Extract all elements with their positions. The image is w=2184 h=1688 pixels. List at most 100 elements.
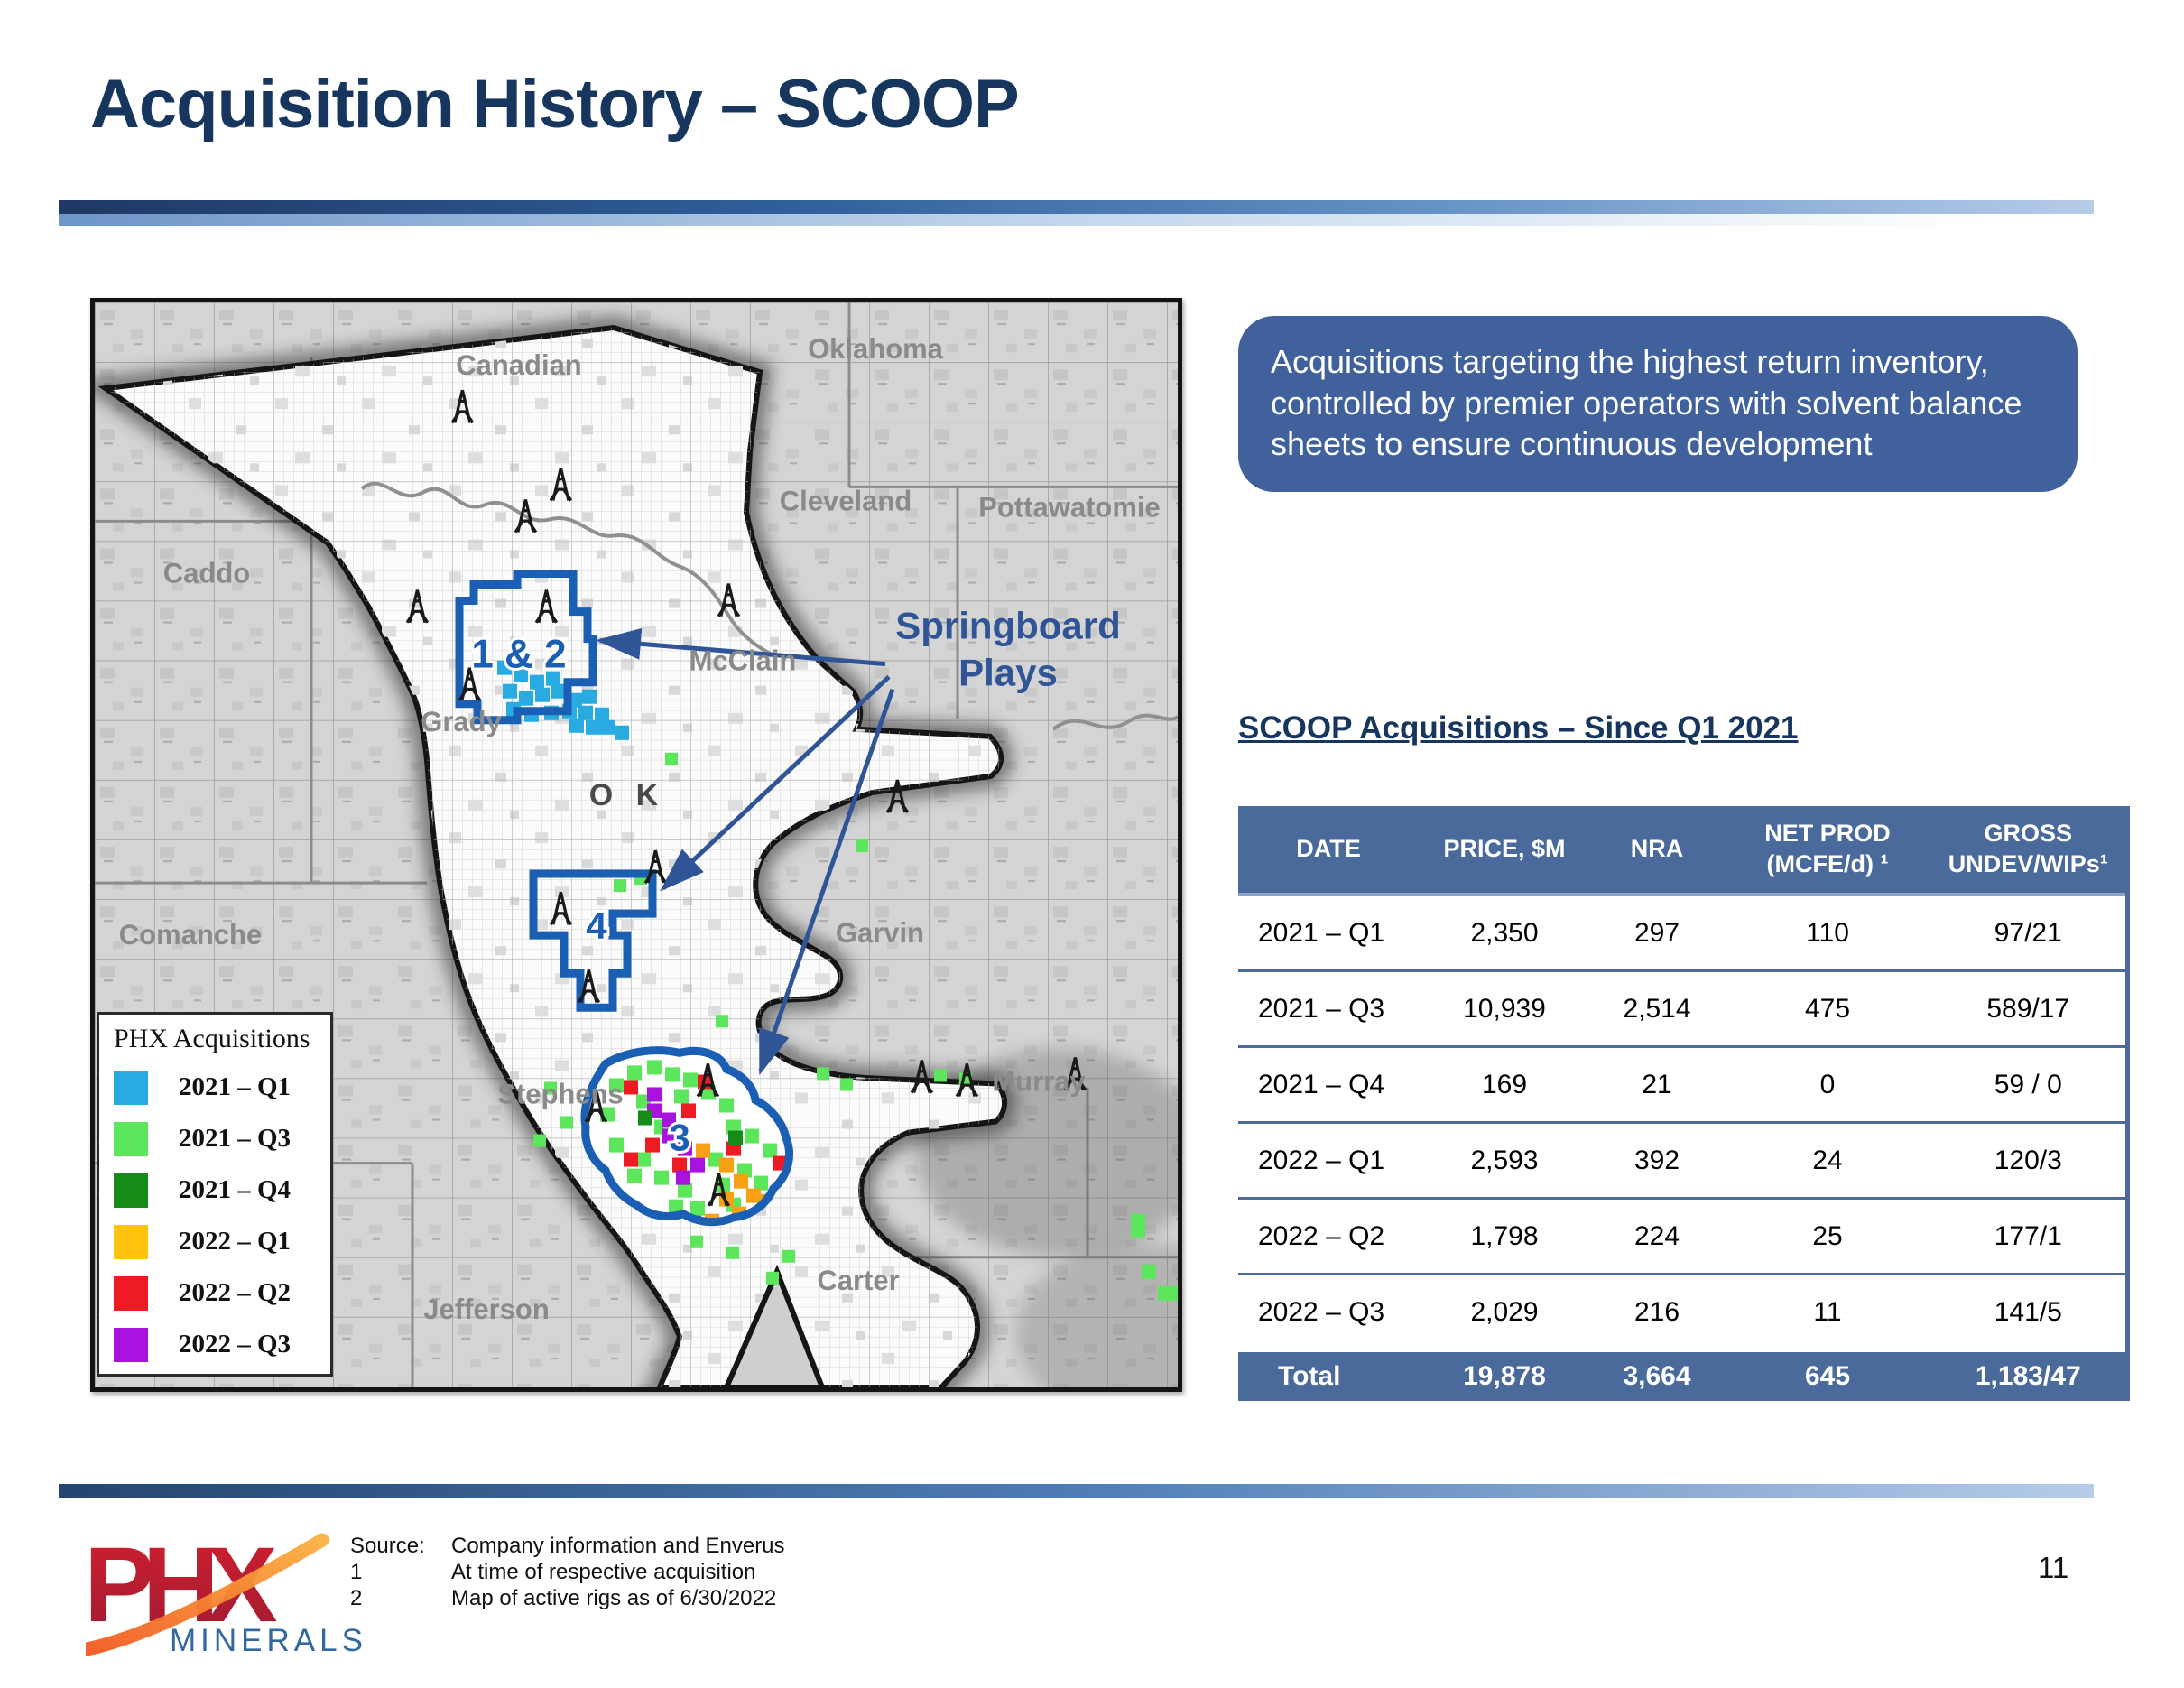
phx-logo-graphic: PHX (75, 1526, 329, 1657)
county-label: Jefferson (423, 1294, 550, 1325)
total-net-prod: 645 (1724, 1349, 1931, 1401)
table-total-row: Total 19,878 3,664 645 1,183/47 (1238, 1349, 2127, 1401)
area-1-2-outline (455, 569, 597, 725)
acquisitions-table-wrap: DATE PRICE, $M NRA (1238, 806, 2130, 1401)
total-nra: 3,664 (1590, 1349, 1724, 1401)
legend-item: 2021 – Q4 (114, 1164, 330, 1216)
acquisitions-table: DATE PRICE, $M NRA (1238, 806, 2130, 1401)
county-label: Caddo (163, 557, 250, 589)
cell-net-prod: 11 (1724, 1273, 1931, 1350)
legend-color-swatch (114, 1121, 148, 1156)
table-header-cell: PRICE, $M (1419, 806, 1590, 896)
legend-color-swatch (114, 1275, 148, 1311)
county-labels: Canadian Oklahoma Cleveland Pottawatomie Cad… (119, 333, 1161, 1325)
county-label: Murray (992, 1065, 1086, 1097)
cell-price: 1,798 (1419, 1197, 1590, 1275)
green-acquisition-sections (533, 752, 1178, 1301)
legend-color-swatch (114, 1224, 148, 1259)
cell-gross-undev: 97/21 (1931, 895, 2127, 971)
table-header-cell: NET PROD (MCFE/d) ¹ (1724, 806, 1931, 896)
legend-item-label: 2022 – Q1 (179, 1227, 292, 1256)
cell-net-prod: 475 (1724, 969, 1931, 1047)
table-header-cell: DATE (1238, 806, 1419, 896)
cell-date: 2021 – Q4 (1238, 1045, 1419, 1123)
source-note-label: Source: (350, 1534, 425, 1558)
title-divider-bar-light (59, 214, 2094, 226)
cell-nra: 224 (1590, 1197, 1724, 1275)
legend-color-swatch (114, 1327, 148, 1362)
county-label: McClain (689, 645, 797, 677)
table-header-row: DATE PRICE, $M NRA (1238, 806, 2127, 896)
cell-price: 2,029 (1419, 1273, 1590, 1350)
springboard-plays-label: Springboard (895, 605, 1121, 647)
county-label: Grady (421, 706, 502, 737)
logo-swoosh (75, 1533, 329, 1657)
acquisition-area-label: 3 (669, 1117, 689, 1159)
legend-item: 2021 – Q1 (114, 1062, 330, 1113)
source-notes: Source: Company information and Enverus … (350, 1533, 785, 1611)
legend-item-label: 2021 – Q3 (179, 1124, 292, 1153)
table-section-heading: SCOOP Acquisitions – Since Q1 2021 (1238, 710, 1799, 746)
legend-color-swatch (114, 1070, 148, 1105)
title-divider-bar (59, 200, 2094, 214)
area-4-outline (529, 869, 657, 1012)
footer-divider-bar (59, 1484, 2094, 1498)
cell-gross-undev: 141/5 (1931, 1273, 2127, 1350)
cell-nra: 297 (1590, 895, 1724, 971)
legend-item: 2022 – Q1 (114, 1216, 330, 1267)
cell-nra: 216 (1590, 1273, 1724, 1350)
area-labels: 1 & 2 4 3 O K Springboard Plays (468, 605, 1121, 1162)
cell-price: 2,350 (1419, 895, 1590, 971)
cell-net-prod: 110 (1724, 895, 1931, 971)
legend-title: PHX Acquisitions (114, 1024, 310, 1053)
legend-items: 2021 – Q1 2021 – Q3 2021 – Q4 2022 – Q1 (114, 1062, 330, 1370)
county-label: Canadian (456, 349, 581, 381)
legend-item-label: 2021 – Q4 (179, 1175, 292, 1204)
legend-item: 2021 – Q3 (114, 1113, 330, 1164)
acquisition-area-label: 4 (586, 904, 607, 947)
springboard-plays-label: Plays (958, 652, 1058, 694)
source-note-row: 1 At time of respective acquisition (350, 1559, 785, 1585)
legend-item-label: 2022 – Q3 (179, 1330, 292, 1359)
cell-date: 2022 – Q2 (1238, 1197, 1419, 1275)
table-row: 2022 – Q1 2,593 392 24 120/3 (1238, 1121, 2127, 1199)
source-note-row: Source: Company information and Enverus (350, 1533, 785, 1559)
map-legend: PHX Acquisitions 2021 – Q1 2021 – Q3 202… (97, 1012, 333, 1377)
phx-logo-subtext: MINERALS (170, 1623, 367, 1658)
source-note-label: 1 (350, 1560, 363, 1584)
legend-item: 2022 – Q3 (114, 1319, 330, 1370)
cell-gross-undev: 120/3 (1931, 1121, 2127, 1199)
source-note-text: Company information and Enverus (451, 1534, 785, 1558)
table-header-cell: NRA (1590, 806, 1724, 896)
cell-gross-undev: 177/1 (1931, 1197, 2127, 1275)
total-label: Total (1238, 1349, 1419, 1401)
county-label: Comanche (119, 919, 262, 951)
acquisition-area-label: 1 & 2 (471, 633, 566, 677)
source-note-label: 2 (350, 1586, 363, 1610)
cell-gross-undev: 59 / 0 (1931, 1045, 2127, 1123)
phx-minerals-logo: PHX (75, 1524, 356, 1668)
table-row: 2021 – Q3 10,939 2,514 475 589/17 (1238, 969, 2127, 1047)
county-label: Carter (817, 1265, 899, 1296)
cell-nra: 2,514 (1590, 969, 1724, 1047)
springboard-arrows (596, 627, 895, 1076)
table-header-cell: GROSS UNDEV/WIPs¹ (1931, 806, 2127, 896)
source-note-text: Map of active rigs as of 6/30/2022 (451, 1586, 777, 1610)
cell-net-prod: 25 (1724, 1197, 1931, 1275)
cell-net-prod: 24 (1724, 1121, 1931, 1199)
cell-price: 169 (1419, 1045, 1590, 1123)
source-note-row: 2 Map of active rigs as of 6/30/2022 (350, 1585, 785, 1611)
county-label: Oklahoma (808, 333, 944, 365)
table-row: 2021 – Q1 2,350 297 110 97/21 (1238, 895, 2127, 971)
cell-nra: 21 (1590, 1045, 1724, 1123)
county-label: Stephens (497, 1078, 623, 1109)
cell-date: 2021 – Q1 (1238, 895, 1419, 971)
total-price: 19,878 (1419, 1349, 1590, 1401)
county-label: Garvin (836, 917, 924, 949)
total-gross-undev: 1,183/47 (1931, 1349, 2127, 1401)
cell-gross-undev: 589/17 (1931, 969, 2127, 1047)
cell-price: 10,939 (1419, 969, 1590, 1047)
cell-price: 2,593 (1419, 1121, 1590, 1199)
cell-date: 2022 – Q1 (1238, 1121, 1419, 1199)
